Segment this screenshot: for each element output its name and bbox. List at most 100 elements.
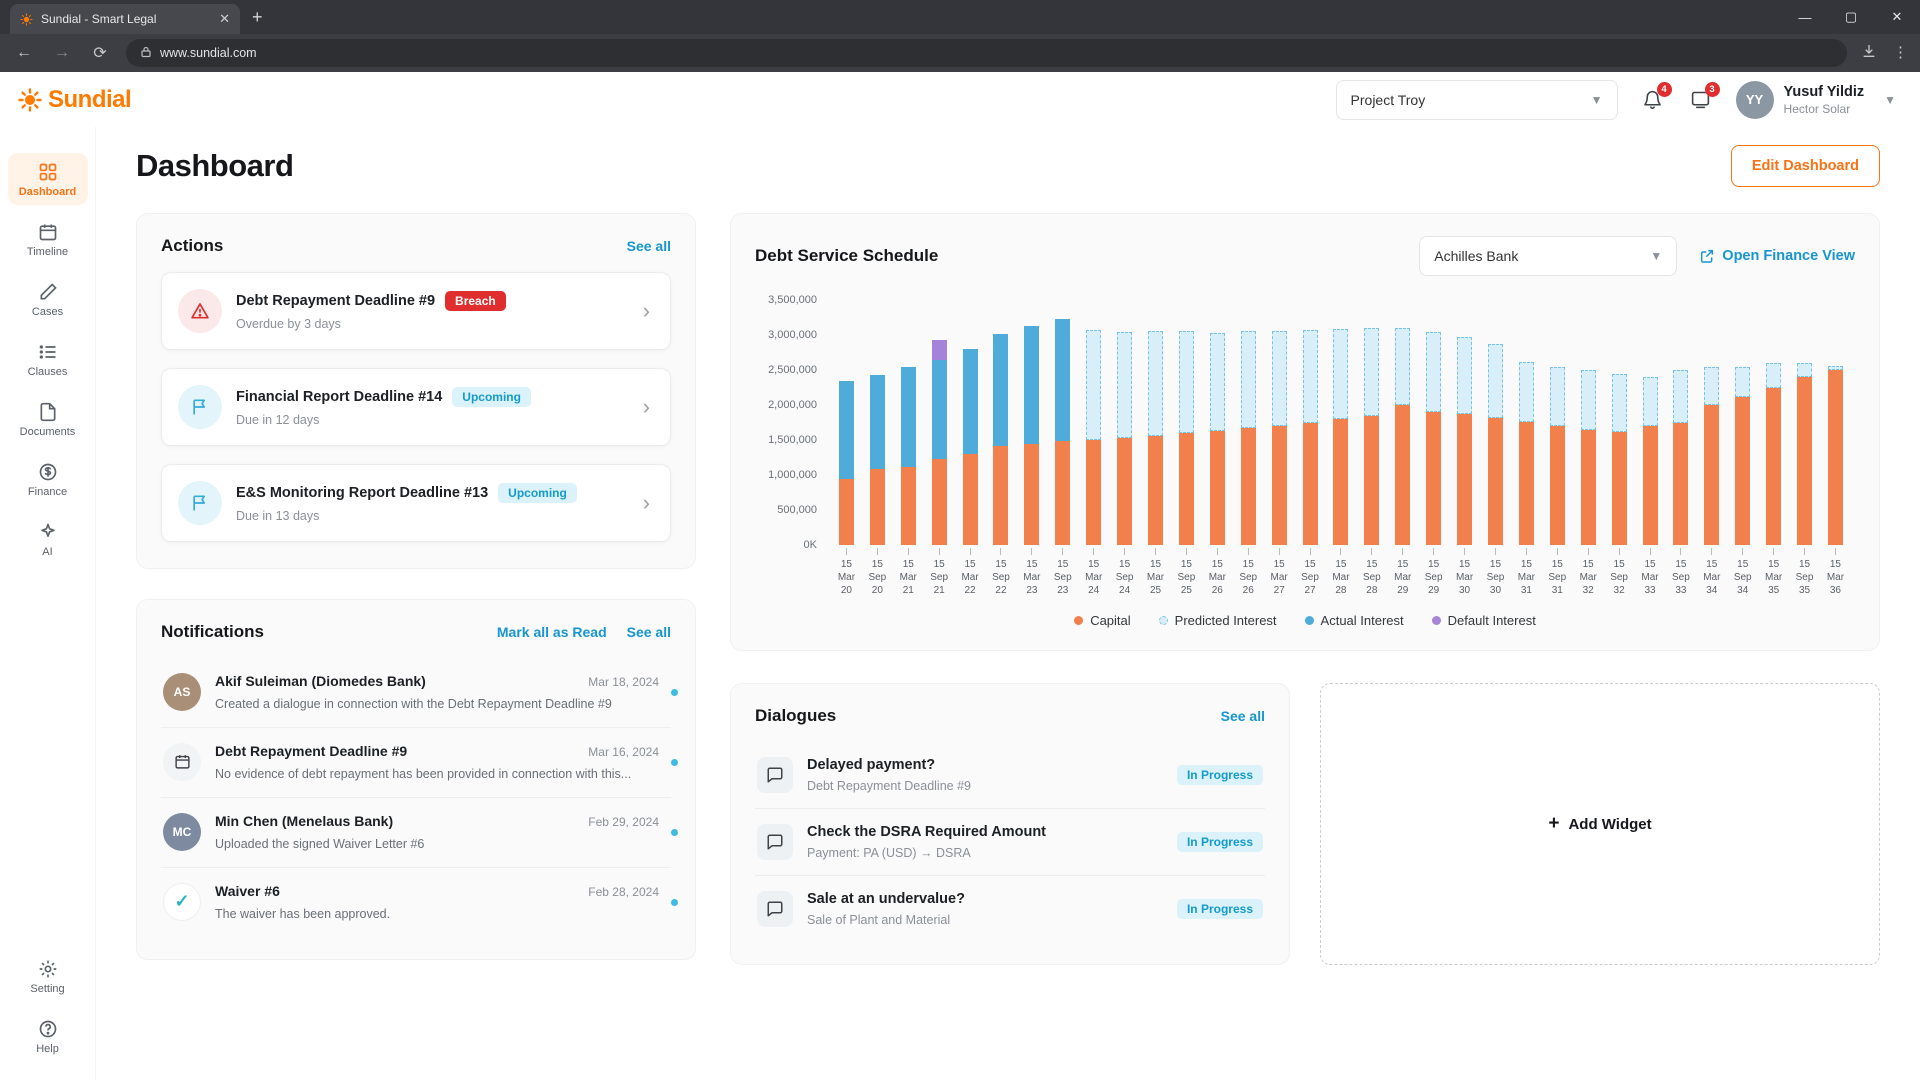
notification-title: Min Chen (Menelaus Bank)	[215, 812, 394, 829]
notification-title: Akif Suleiman (Diomedes Bank)	[215, 673, 426, 689]
bar-segment-actual-interest	[1055, 318, 1071, 442]
project-select[interactable]: Project Troy ▼	[1335, 79, 1618, 120]
x-axis-label: 15 Sep 32	[1610, 559, 1628, 596]
window-close-button[interactable]: ✕	[1891, 9, 1903, 24]
legend-item: Capital	[1074, 613, 1131, 628]
y-axis-label: 1,000,000	[768, 469, 817, 481]
address-bar[interactable]: www.sundial.com	[126, 39, 1847, 67]
sidebar-item-label: AI	[42, 546, 53, 558]
window-maximize-button[interactable]: ▢	[1844, 9, 1858, 24]
chart-column: 15 Mar 25	[1140, 300, 1171, 597]
actions-see-all-link[interactable]: See all	[626, 238, 671, 254]
notification-item[interactable]: AS Akif Suleiman (Diomedes Bank) Mar 18, 2…	[161, 658, 678, 728]
sidebar-item-clauses[interactable]: Clauses	[8, 333, 88, 385]
browser-menu-icon[interactable]: ⋮	[1893, 44, 1908, 61]
tab-close-icon[interactable]: ✕	[219, 11, 230, 26]
actions-card: Actions See all Debt Repayment Deadline …	[136, 213, 696, 569]
sidebar-item-cases[interactable]: Cases	[8, 273, 88, 325]
y-axis-label: 3,500,000	[768, 294, 817, 306]
action-item[interactable]: Debt Repayment Deadline #9 Breach Overdue …	[161, 272, 671, 350]
open-finance-view-link[interactable]: Open Finance View	[1699, 248, 1855, 264]
x-axis-label: 15 Sep 35	[1795, 559, 1814, 596]
notification-date: Mar 16, 2024	[588, 744, 659, 759]
chart-column: 15 Sep 30	[1480, 300, 1511, 597]
chart-column: 15 Sep 29	[1418, 300, 1449, 597]
x-tick	[876, 548, 878, 555]
sundial-logo[interactable]: Sundial	[18, 86, 132, 114]
forward-button[interactable]: →	[54, 44, 70, 61]
bank-select[interactable]: Achilles Bank ▼	[1419, 236, 1678, 276]
sidebar-item-finance[interactable]: Finance	[8, 453, 88, 505]
back-button[interactable]: ←	[16, 44, 32, 61]
legend-item: Predicted Interest	[1158, 613, 1277, 628]
bar-segment-predicted-interest	[1766, 363, 1782, 388]
user-menu[interactable]: YY Yusuf Yildiz Hector Solar ▼	[1735, 80, 1896, 119]
external-link-icon	[1701, 249, 1714, 263]
window-minimize-button[interactable]: —	[1798, 9, 1812, 25]
bar-segment-predicted-interest	[1642, 377, 1658, 426]
stacked-bar	[962, 300, 978, 545]
dialogue-item[interactable]: Check the DSRA Required Amount Payment: P…	[755, 809, 1265, 876]
chart-column: 15 Mar 31	[1511, 300, 1542, 597]
x-tick	[1773, 548, 1775, 555]
bar-segment-capital	[1271, 426, 1287, 545]
browser-tab-strip: Sundial - Smart Legal ✕ + — ▢ ✕	[0, 0, 1920, 34]
capital-legend-dot	[1074, 616, 1084, 625]
sidebar-item-label: Timeline	[26, 246, 69, 258]
dialogue-title: Check the DSRA Required Amount	[807, 824, 1047, 840]
x-tick	[1556, 548, 1558, 555]
sidebar-item-documents[interactable]: Documents	[8, 393, 88, 445]
stacked-bar	[1302, 300, 1318, 545]
notification-text: The waiver has been approved.	[215, 906, 391, 921]
x-axis-label: 15 Sep 33	[1672, 559, 1690, 596]
bar-segment-predicted-interest	[1178, 330, 1194, 433]
bar-segment-capital	[1395, 405, 1411, 545]
dialogues-title: Dialogues	[755, 706, 837, 725]
chevron-right-icon[interactable]: ›	[642, 298, 650, 323]
add-widget-button[interactable]: + Add Widget	[1320, 683, 1880, 965]
chevron-right-icon[interactable]: ›	[642, 394, 650, 419]
x-tick	[1124, 548, 1126, 555]
x-axis-label: 15 Mar 29	[1394, 559, 1412, 596]
chart-column: 15 Sep 24	[1109, 300, 1140, 597]
stacked-bar	[1209, 300, 1225, 545]
mark-all-read-link[interactable]: Mark all as Read	[496, 624, 607, 640]
chart-column: 15 Sep 21	[924, 300, 955, 597]
refresh-button[interactable]: ⟳	[93, 45, 107, 62]
sidebar-item-dashboard[interactable]: Dashboard	[7, 153, 88, 205]
dialogue-item[interactable]: Delayed payment? Debt Repayment Deadline …	[755, 742, 1265, 809]
sidebar-item-ai[interactable]: AI	[8, 513, 88, 565]
notification-item[interactable]: ✓ Waiver #6 Feb 28, 2024 The waiver has bee…	[161, 868, 678, 937]
dialogues-see-all-link[interactable]: See all	[1220, 708, 1265, 724]
messages-button[interactable]: 3	[1688, 81, 1720, 113]
sidebar-item-timeline[interactable]: Timeline	[8, 213, 88, 265]
x-tick	[1587, 548, 1589, 555]
x-axis-label: 15 Mar 36	[1826, 559, 1845, 596]
legend-label: Default Interest	[1447, 613, 1536, 628]
x-tick	[1834, 548, 1836, 555]
browser-tab[interactable]: Sundial - Smart Legal ✕	[10, 4, 240, 34]
sidebar-item-setting[interactable]: Setting	[8, 950, 88, 1002]
download-icon[interactable]	[1861, 43, 1877, 63]
notification-item[interactable]: Debt Repayment Deadline #9 Mar 16, 2024 No…	[161, 728, 678, 798]
actions-title: Actions	[161, 236, 224, 255]
chart-column: 15 Sep 34	[1727, 300, 1758, 597]
notifications-bell-button[interactable]: 4	[1640, 81, 1672, 113]
edit-dashboard-button[interactable]: Edit Dashboard	[1730, 145, 1880, 187]
new-tab-button[interactable]: +	[252, 7, 263, 27]
dialogue-subtitle: Sale of Plant and Material	[807, 913, 951, 927]
notifications-see-all-link[interactable]: See all	[626, 624, 671, 640]
stacked-bar	[1364, 300, 1380, 545]
notification-item[interactable]: MC Min Chen (Menelaus Bank) Feb 29, 2024 Up…	[161, 798, 678, 868]
site-info-icon[interactable]	[140, 46, 152, 61]
action-item[interactable]: Financial Report Deadline #14 Upcoming Due…	[161, 368, 671, 446]
sidebar-item-help[interactable]: Help	[8, 1010, 88, 1062]
alert-icon	[178, 289, 222, 333]
dialogue-item[interactable]: Sale at an undervalue? Sale of Plant and …	[755, 876, 1265, 942]
chart-column: 15 Mar 26	[1202, 300, 1233, 597]
bar-segment-predicted-interest	[1209, 332, 1225, 431]
action-item[interactable]: E&S Monitoring Report Deadline #13 Upcomi…	[161, 464, 671, 542]
stacked-bar	[1673, 300, 1689, 545]
chevron-right-icon[interactable]: ›	[642, 490, 650, 515]
chart-column: 15 Mar 24	[1078, 300, 1109, 597]
